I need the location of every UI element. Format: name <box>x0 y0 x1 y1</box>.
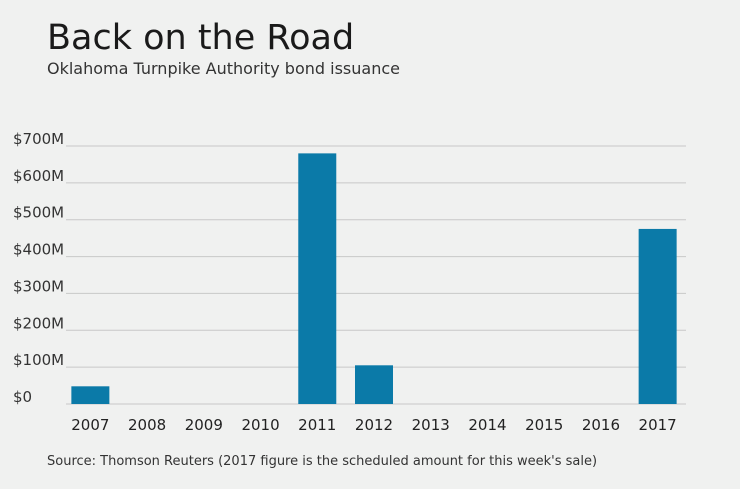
y-tick-label: $0 <box>13 388 32 406</box>
x-tick-label: 2017 <box>639 416 677 434</box>
chart-title: Back on the Road <box>47 18 355 58</box>
x-tick-label: 2015 <box>525 416 563 434</box>
x-tick-label: 2007 <box>71 416 109 434</box>
y-tick-label: $100M <box>13 351 64 369</box>
source-note: Source: Thomson Reuters (2017 figure is … <box>47 454 598 469</box>
y-tick-label: $200M <box>13 314 64 332</box>
bar-2011 <box>298 153 337 404</box>
x-tick-label: 2012 <box>355 416 393 434</box>
x-tick-label: 2014 <box>468 416 506 434</box>
y-tick-label: $500M <box>13 204 64 222</box>
x-tick-label: 2009 <box>185 416 223 434</box>
y-tick-label: $300M <box>13 277 64 295</box>
x-tick-label: 2016 <box>582 416 620 434</box>
x-tick-label: 2008 <box>128 416 166 434</box>
bar-2012 <box>355 365 393 404</box>
bar-2007 <box>71 386 110 404</box>
y-tick-label: $700M <box>13 130 64 148</box>
x-tick-label: 2013 <box>412 416 450 434</box>
y-tick-label: $600M <box>13 167 64 185</box>
x-tick-label: 2010 <box>241 416 279 434</box>
bar-2017 <box>638 228 677 404</box>
x-tick-label: 2011 <box>298 416 336 434</box>
y-tick-label: $400M <box>13 241 64 259</box>
chart-subtitle: Oklahoma Turnpike Authority bond issuanc… <box>47 59 400 78</box>
